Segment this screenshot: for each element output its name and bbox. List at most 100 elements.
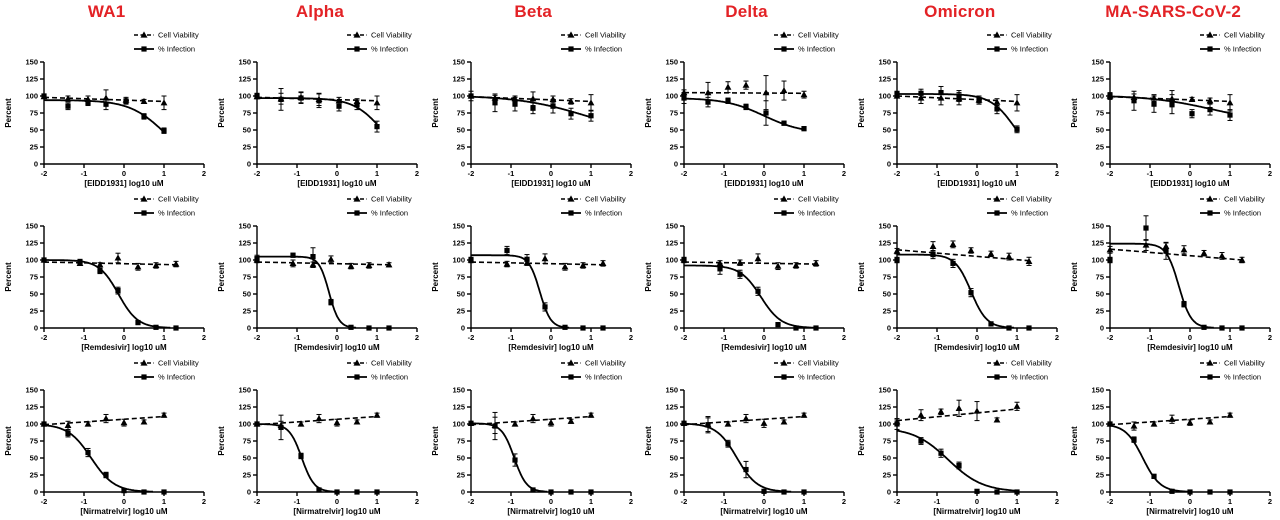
tick-labels: 0 25 50 75 100 125 150 -2 -1 0 1 2: [25, 386, 206, 506]
svg-text:Cell Viability: Cell Viability: [798, 195, 839, 204]
viability-point: [1189, 95, 1196, 102]
svg-text:25: 25: [243, 471, 251, 480]
viability-point: [587, 411, 594, 418]
axes: [679, 225, 845, 332]
plot-svg: 0 25 50 75 100 125 150 -2 -1 0 1 2 Percent [Nirmatrel…: [1070, 359, 1272, 516]
viability-point: [529, 414, 536, 422]
infection-point: [135, 319, 141, 326]
infection-series: [41, 93, 167, 134]
y-axis-label: Percent: [857, 262, 866, 292]
svg-text:-2: -2: [41, 333, 48, 342]
svg-text:2: 2: [1268, 333, 1272, 342]
x-axis-label: [Remdesivir] log10 uM: [295, 343, 381, 352]
svg-text:% Infection: % Infection: [798, 373, 835, 382]
svg-text:0: 0: [460, 160, 464, 169]
viability-point: [724, 420, 732, 427]
infection-point: [103, 101, 109, 107]
viability-series: [680, 411, 808, 432]
infection-point: [755, 288, 761, 294]
infection-point: [567, 111, 574, 117]
infection-series: [41, 257, 179, 331]
tick-labels: 0 25 50 75 100 125 150 -2 -1 0 1 2: [665, 58, 846, 178]
svg-text:% Infection: % Infection: [1011, 209, 1048, 218]
infection-point: [1151, 473, 1158, 479]
infection-series: [1107, 215, 1246, 331]
svg-text:-1: -1: [294, 333, 301, 342]
svg-text:100: 100: [452, 420, 465, 429]
infection-point: [1163, 248, 1170, 254]
viability-point: [987, 250, 995, 257]
infection-point: [549, 103, 556, 109]
column-title-delta: Delta: [725, 2, 768, 21]
svg-text:25: 25: [243, 307, 251, 316]
svg-text:-1: -1: [934, 497, 941, 506]
svg-text:2: 2: [842, 497, 846, 506]
svg-text:-1: -1: [721, 333, 728, 342]
infection-series: [681, 416, 807, 495]
infection-point: [561, 324, 568, 330]
svg-text:-1: -1: [294, 497, 301, 506]
axes: [40, 389, 205, 496]
svg-text:100: 100: [1092, 420, 1105, 429]
svg-text:100: 100: [25, 420, 38, 429]
svg-text:100: 100: [879, 256, 892, 265]
plot-svg: 0 25 50 75 100 125 150 -2 -1 0 1 2 Percent [Remdesivi…: [857, 195, 1059, 352]
svg-text:-1: -1: [721, 497, 728, 506]
viability-series: [40, 252, 180, 271]
svg-text:2: 2: [842, 169, 846, 178]
svg-text:% Infection: % Infection: [158, 45, 195, 54]
svg-text:1: 1: [375, 169, 379, 178]
legend: Cell Viability % Infection: [987, 31, 1052, 54]
svg-text:Cell Viability: Cell Viability: [158, 31, 199, 40]
infection-point: [77, 259, 83, 265]
svg-text:25: 25: [456, 307, 464, 316]
tick-labels: 0 25 50 75 100 125 150 -2 -1 0 1 2: [239, 386, 420, 506]
svg-text:125: 125: [452, 403, 465, 412]
infection-point: [1107, 257, 1114, 263]
svg-text:2: 2: [1055, 497, 1059, 506]
infection-point: [1026, 325, 1032, 331]
svg-text:125: 125: [1092, 239, 1105, 248]
infection-point: [743, 466, 749, 473]
plot-beta-nirmatrelvir: 0 25 50 75 100 125 150 -2 -1 0 1 2 Percent [Nirmatrel…: [427, 354, 640, 518]
infection-point: [894, 421, 900, 427]
infection-point: [290, 252, 296, 258]
svg-text:0: 0: [335, 333, 339, 342]
svg-text:% Infection: % Infection: [1011, 45, 1048, 54]
svg-text:150: 150: [665, 58, 678, 67]
svg-text:100: 100: [879, 420, 892, 429]
x-axis-label: [Nirmatrelvir] log10 uM: [934, 507, 1021, 516]
viability-point: [511, 420, 518, 427]
svg-text:-1: -1: [81, 333, 88, 342]
infection-point: [761, 488, 767, 494]
viability-point: [949, 240, 957, 247]
legend: Cell Viability % Infection: [987, 359, 1052, 382]
infection-point: [775, 322, 781, 328]
svg-text:150: 150: [239, 386, 252, 395]
svg-text:150: 150: [879, 222, 892, 231]
svg-text:150: 150: [879, 386, 892, 395]
infection-point: [141, 113, 147, 119]
svg-text:100: 100: [879, 92, 892, 101]
svg-text:50: 50: [456, 454, 464, 463]
svg-text:50: 50: [243, 290, 251, 299]
viability-point: [385, 261, 393, 268]
viability-point: [1207, 418, 1214, 425]
viability-point: [503, 260, 510, 267]
svg-text:0: 0: [975, 169, 979, 178]
svg-text:Cell Viability: Cell Viability: [158, 359, 199, 368]
infection-point: [681, 95, 687, 101]
legend: Cell Viability % Infection: [773, 359, 839, 382]
svg-text:-1: -1: [1147, 497, 1154, 506]
y-axis-label: Percent: [431, 426, 440, 456]
svg-text:25: 25: [30, 471, 38, 480]
svg-text:% Infection: % Infection: [158, 209, 195, 218]
svg-text:0: 0: [460, 324, 464, 333]
svg-text:-1: -1: [81, 497, 88, 506]
infection-point: [153, 324, 159, 330]
svg-text:0: 0: [549, 497, 553, 506]
tick-labels: 0 25 50 75 100 125 150 -2 -1 0 1 2: [452, 386, 633, 506]
svg-text:125: 125: [879, 75, 892, 84]
viability-point: [1181, 246, 1188, 253]
svg-text:% Infection: % Infection: [1224, 45, 1261, 54]
